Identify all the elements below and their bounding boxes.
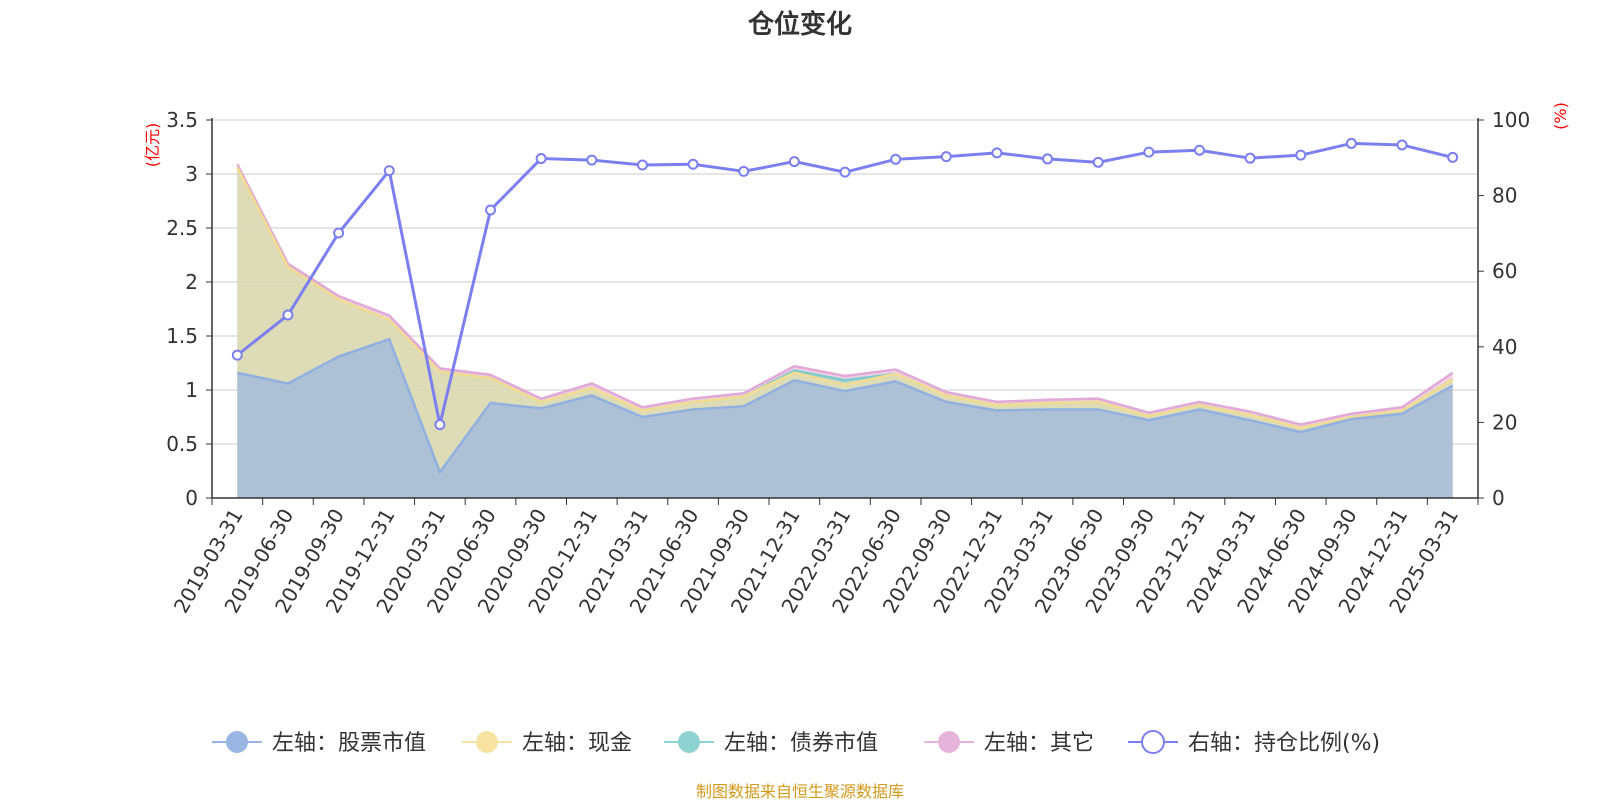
right-axis-tick-label: 0 — [1492, 486, 1505, 510]
ratio-point — [231, 349, 243, 361]
legend-label: 左轴：股票市值 — [272, 731, 426, 756]
ratio-point — [586, 154, 598, 166]
ratio-point — [788, 156, 800, 168]
left-axis-tick-label: 2 — [185, 270, 198, 294]
legend-item: 左轴：债券市值 — [664, 731, 878, 756]
left-axis-tick-label: 0 — [185, 486, 198, 510]
ratio-point — [738, 165, 750, 177]
chart-title: 仓位变化 — [747, 10, 852, 40]
ratio-point — [636, 159, 648, 171]
legend-label: 左轴：现金 — [522, 731, 632, 756]
legend-marker — [938, 731, 960, 753]
ratio-point — [434, 419, 446, 431]
ratio-point — [282, 309, 294, 321]
ratio-point — [1447, 151, 1459, 163]
ratio-point — [383, 165, 395, 177]
left-axis-tick-label: 3.5 — [166, 108, 198, 132]
ratio-point — [1143, 146, 1155, 158]
right-axis-tick-label: 100 — [1492, 108, 1530, 132]
left-axis-tick-label: 1 — [185, 378, 198, 402]
left-axis-tick-label: 3 — [185, 162, 198, 186]
legend-marker — [476, 731, 498, 753]
legend-marker — [1141, 730, 1165, 754]
footer-source: 制图数据来自恒生聚源数据库 — [695, 782, 904, 801]
left-axis-tick-label: 0.5 — [166, 432, 198, 456]
ratio-point — [1396, 139, 1408, 151]
ratio-point — [687, 158, 699, 170]
right-axis-unit: (%) — [1551, 102, 1570, 130]
legend-label: 左轴：债券市值 — [724, 731, 878, 756]
area-stock — [237, 339, 1453, 498]
right-axis-tick-label: 20 — [1492, 410, 1517, 434]
ratio-point — [1345, 137, 1357, 149]
legend-marker — [678, 731, 700, 753]
right-axis-tick-label: 60 — [1492, 259, 1517, 283]
ratio-point — [890, 153, 902, 165]
ratio-point — [1092, 156, 1104, 168]
area-line-other — [236, 163, 1454, 426]
legend-label: 左轴：其它 — [984, 731, 1094, 756]
ratio-point — [1042, 153, 1054, 165]
area-layer — [236, 163, 1454, 498]
left-axis-tick-label: 2.5 — [166, 216, 198, 240]
ratio-point — [485, 204, 497, 216]
right-axis-tick-label: 40 — [1492, 335, 1517, 359]
left-axis-tick-label: 1.5 — [166, 324, 198, 348]
legend-item: 左轴：现金 — [462, 731, 632, 756]
legend-item: 左轴：其它 — [924, 731, 1094, 756]
line-layer — [231, 137, 1459, 431]
legend-item: 右轴：持仓比例(%) — [1128, 730, 1380, 756]
area-line-stock — [237, 337, 1454, 475]
ratio-point — [535, 153, 547, 165]
ratio-point — [1193, 144, 1205, 156]
ratio-point — [839, 166, 851, 178]
legend-label: 右轴：持仓比例(%) — [1188, 731, 1380, 756]
ratio-point — [940, 151, 952, 163]
ratio-point — [1244, 152, 1256, 164]
right-axis-tick-label: 80 — [1492, 184, 1517, 208]
ratio-point — [333, 227, 345, 239]
legend-marker — [226, 731, 248, 753]
left-axis-unit: (亿元) — [143, 123, 162, 168]
ratio-point — [991, 147, 1003, 159]
legend-layer: 左轴：股票市值 左轴：现金 左轴：债券市值 左轴：其它 右轴：持仓比例(%) — [212, 730, 1380, 756]
ratio-point — [1295, 149, 1307, 161]
legend-item: 左轴：股票市值 — [212, 731, 426, 756]
area-line-cash — [236, 166, 1454, 430]
